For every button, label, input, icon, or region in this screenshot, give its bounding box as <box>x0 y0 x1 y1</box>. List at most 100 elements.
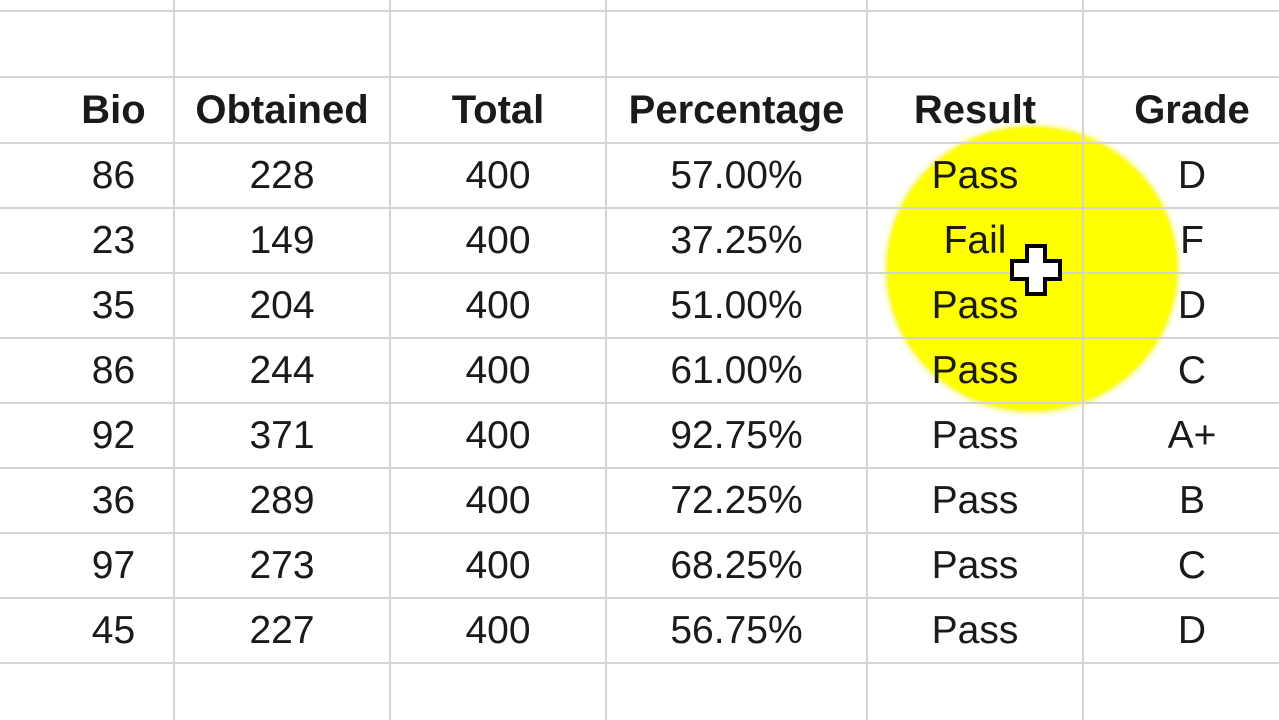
cell-obtained[interactable]: 228 <box>175 144 391 207</box>
empty-row <box>0 0 1279 12</box>
cell-bio[interactable]: 86 <box>0 144 175 207</box>
cell-value: 72.25% <box>670 478 803 522</box>
cell-grade[interactable]: B <box>1084 469 1279 532</box>
cell-grade[interactable]: C <box>1084 339 1279 402</box>
cell-percentage[interactable]: 51.00% <box>607 274 868 337</box>
cell-bio[interactable]: 45 <box>0 599 175 662</box>
cell-obtained[interactable]: 273 <box>175 534 391 597</box>
cell-result[interactable]: Pass <box>868 404 1084 467</box>
cell-value: 273 <box>249 543 315 587</box>
cell-value: Fail <box>943 218 1007 262</box>
cell-bio[interactable]: 86 <box>0 339 175 402</box>
cell-grade[interactable]: D <box>1084 144 1279 207</box>
cell[interactable] <box>1084 0 1279 10</box>
cell-total[interactable]: 400 <box>391 469 607 532</box>
header-label: Total <box>451 87 545 132</box>
header-cell-total[interactable]: Total <box>391 78 607 142</box>
cell[interactable] <box>0 12 175 76</box>
cell[interactable] <box>175 664 391 720</box>
header-cell-percentage[interactable]: Percentage <box>607 78 868 142</box>
cell-percentage[interactable]: 57.00% <box>607 144 868 207</box>
cell-total[interactable]: 400 <box>391 274 607 337</box>
cell-result[interactable]: Pass <box>868 144 1084 207</box>
cell-value: 400 <box>465 283 531 327</box>
cell[interactable] <box>175 0 391 10</box>
cell-bio[interactable]: 97 <box>0 534 175 597</box>
cell-obtained[interactable]: 371 <box>175 404 391 467</box>
table-row: 35 204 400 51.00% Pass D <box>0 274 1279 339</box>
cell-obtained[interactable]: 204 <box>175 274 391 337</box>
cell-result[interactable]: Pass <box>868 339 1084 402</box>
cell[interactable] <box>391 664 607 720</box>
cell-obtained[interactable]: 244 <box>175 339 391 402</box>
cell-result[interactable]: Pass <box>868 534 1084 597</box>
cell-value: 92.75% <box>670 413 803 457</box>
cell-total[interactable]: 400 <box>391 404 607 467</box>
header-cell-obtained[interactable]: Obtained <box>175 78 391 142</box>
cell[interactable] <box>607 664 868 720</box>
header-cell-bio[interactable]: Bio <box>0 78 175 142</box>
cell[interactable] <box>1084 664 1279 720</box>
cell[interactable] <box>0 664 175 720</box>
cell[interactable] <box>607 12 868 76</box>
excel-cell-select-cross-cursor-icon <box>1010 244 1062 296</box>
cell-total[interactable]: 400 <box>391 144 607 207</box>
cell-percentage[interactable]: 37.25% <box>607 209 868 272</box>
cell[interactable] <box>868 12 1084 76</box>
cell-obtained[interactable]: 149 <box>175 209 391 272</box>
cell[interactable] <box>868 664 1084 720</box>
cell[interactable] <box>391 12 607 76</box>
cell-obtained[interactable]: 289 <box>175 469 391 532</box>
cell-value: C <box>1177 348 1207 392</box>
table-row: 97 273 400 68.25% Pass C <box>0 534 1279 599</box>
header-cell-result[interactable]: Result <box>868 78 1084 142</box>
cell-bio[interactable]: 92 <box>0 404 175 467</box>
cell-bio[interactable]: 36 <box>0 469 175 532</box>
header-cell-grade[interactable]: Grade <box>1084 78 1279 142</box>
cell-grade[interactable]: A+ <box>1084 404 1279 467</box>
cell-grade[interactable]: D <box>1084 599 1279 662</box>
cell-value: 400 <box>465 543 531 587</box>
cell-percentage[interactable]: 72.25% <box>607 469 868 532</box>
cell-value: B <box>1178 478 1205 522</box>
cell-grade[interactable]: C <box>1084 534 1279 597</box>
cell-obtained[interactable]: 227 <box>175 599 391 662</box>
cell-value: 45 <box>91 608 136 652</box>
cell-result[interactable]: Pass <box>868 599 1084 662</box>
cell-result[interactable]: Fail <box>868 209 1084 272</box>
cell-percentage[interactable]: 92.75% <box>607 404 868 467</box>
cell-value: Pass <box>931 543 1019 587</box>
cell-result[interactable]: Pass <box>868 274 1084 337</box>
cell[interactable] <box>391 0 607 10</box>
table-row: 86 244 400 61.00% Pass C <box>0 339 1279 404</box>
cell-value: Pass <box>931 478 1019 522</box>
cell-percentage[interactable]: 56.75% <box>607 599 868 662</box>
cell-value: Pass <box>931 153 1019 197</box>
cell-percentage[interactable]: 61.00% <box>607 339 868 402</box>
cell-value: 400 <box>465 153 531 197</box>
cell[interactable] <box>607 0 868 10</box>
cell-percentage[interactable]: 68.25% <box>607 534 868 597</box>
cell-total[interactable]: 400 <box>391 339 607 402</box>
cell-value: A+ <box>1167 413 1217 457</box>
cell-value: Pass <box>931 608 1019 652</box>
cell-total[interactable]: 400 <box>391 534 607 597</box>
cell-total[interactable]: 400 <box>391 599 607 662</box>
cell-value: 56.75% <box>670 608 803 652</box>
header-row: Bio Obtained Total Percentage Result Gra… <box>0 78 1279 144</box>
cell-total[interactable]: 400 <box>391 209 607 272</box>
cell-value: C <box>1177 543 1207 587</box>
cell-grade[interactable]: D <box>1084 274 1279 337</box>
cell-value: 400 <box>465 348 531 392</box>
cell-grade[interactable]: F <box>1084 209 1279 272</box>
cell-result[interactable]: Pass <box>868 469 1084 532</box>
table-row: 45 227 400 56.75% Pass D <box>0 599 1279 664</box>
cell[interactable] <box>868 0 1084 10</box>
cell-bio[interactable]: 35 <box>0 274 175 337</box>
cell[interactable] <box>0 0 175 10</box>
cell-value: D <box>1177 608 1207 652</box>
cell-bio[interactable]: 23 <box>0 209 175 272</box>
cell[interactable] <box>175 12 391 76</box>
cell[interactable] <box>1084 12 1279 76</box>
